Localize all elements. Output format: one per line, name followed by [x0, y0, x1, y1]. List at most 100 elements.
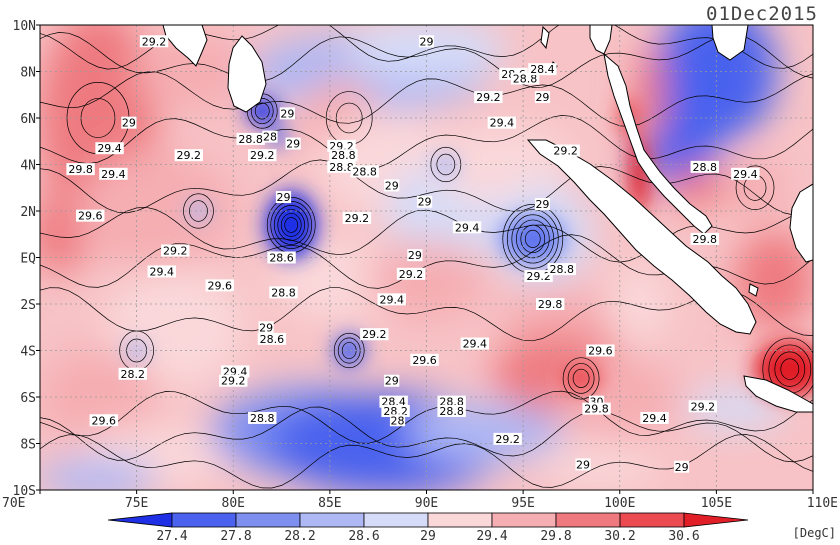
contour-label: 28.6: [267, 251, 296, 265]
colorbar-tick-label: 30.6: [668, 529, 699, 544]
contour-label-text: 29: [420, 35, 434, 48]
lat-label: 6N: [20, 112, 36, 127]
lat-label: 2N: [20, 205, 36, 220]
contour-label: 29.6: [586, 344, 615, 358]
contour-label: 28.8: [350, 165, 379, 178]
contour-label-text: 29.2: [221, 375, 246, 388]
contour-label-text: 29.2: [691, 400, 716, 413]
contour-label-text: 29: [408, 249, 422, 262]
lon-label: 75E: [125, 496, 148, 511]
contour-label-text: 28.8: [693, 161, 718, 174]
land-india-tip: [162, 25, 208, 67]
contour-label-text: 29.2: [177, 149, 202, 162]
contour-label-text: 29.4: [733, 168, 758, 181]
contour-label: 29.2: [342, 211, 372, 225]
contour-label: 29.4: [640, 411, 669, 425]
contour-label-text: 29: [276, 191, 290, 204]
contour-label-text: 29.8: [68, 163, 93, 176]
colorbar-tick-label: 29.4: [476, 529, 507, 544]
contour-label: 29.2: [474, 91, 503, 104]
colorbar-segment: [299, 512, 365, 528]
contour-label: 29: [418, 35, 435, 48]
lon-label: 95E: [511, 496, 534, 511]
colorbar-tick-labels: 27.4 27.8 28.2 28.6 29 29.4 29.8 30.2 30.6: [156, 529, 699, 544]
map-date: 01Dec2015: [706, 3, 818, 25]
contour-label-text: 29.4: [379, 293, 404, 306]
contour-label: 29: [121, 116, 137, 130]
contour-label: 28.4: [528, 63, 557, 76]
contour-label-text: 29.4: [642, 412, 667, 425]
contour-label: 29.2: [248, 149, 277, 162]
contour-label: 29: [384, 374, 400, 388]
contour-label: 29.8: [582, 402, 611, 416]
land-malay-peninsula: [603, 52, 713, 235]
contour-label-text: 28.8: [238, 133, 263, 146]
contour-label: 29: [534, 91, 551, 104]
contour-label: 29.4: [460, 337, 490, 351]
contour-label-text: 28: [391, 414, 405, 427]
colorbar-segment: [235, 512, 301, 528]
lat-label: 2S: [20, 298, 36, 313]
contour-label: 29.2: [493, 432, 522, 446]
colorbar-tick-label: 28.6: [348, 529, 379, 544]
contour-label: 29.2: [174, 149, 204, 162]
contour-label: 29.4: [99, 167, 128, 181]
lat-label: 8N: [20, 66, 36, 81]
contour-label-text: 29: [535, 91, 549, 104]
contour-label-text: 29: [259, 321, 273, 334]
colorbar-segment: [363, 512, 429, 528]
contour-label: 29: [285, 137, 301, 151]
latitude-labels: 10N 8N 6N 4N 2N EQ 2S 4S 6S 8S 10S: [13, 19, 40, 499]
contour-label: 29.4: [95, 142, 124, 155]
contour-label: 28: [389, 414, 406, 427]
contour-label-text: 28.8: [271, 286, 296, 299]
contour-label: 28.6: [257, 332, 287, 346]
lon-label: 70E: [2, 496, 25, 511]
lat-label: 6S: [20, 391, 36, 406]
contour-label-text: 29.6: [92, 414, 117, 427]
contour-label: 29.2: [219, 374, 248, 388]
colorbar-tick-label: 28.2: [284, 529, 315, 544]
contour-label-text: 29.4: [97, 142, 122, 155]
contour-label: 29.2: [139, 35, 169, 48]
contour-label: 28.8: [547, 263, 576, 276]
colorbar-segment: [683, 512, 749, 528]
contour-label-text: 28.8: [550, 263, 575, 276]
contour-label: 29: [575, 458, 591, 471]
contour-label: 29: [416, 195, 433, 209]
colorbar-tick-label: 27.4: [156, 529, 187, 544]
contour-label-text: 28.6: [260, 333, 285, 346]
colorbar-segment: [427, 512, 493, 528]
lat-label: 8S: [20, 438, 36, 453]
contour-label: 29: [275, 191, 292, 204]
contour-label: 29.2: [396, 267, 426, 281]
contour-label: 29.4: [731, 167, 760, 181]
contour-label-text: 29.4: [149, 265, 174, 278]
contour-label-text: 29: [675, 461, 689, 474]
contour-label: 29.6: [76, 209, 105, 223]
colorbar-segment: [107, 512, 173, 528]
land-masses: [162, 25, 813, 413]
land-sumatra: [526, 139, 757, 335]
colorbar-segment: [491, 512, 557, 528]
contour-label-text: 29: [286, 138, 300, 151]
contour-label-text: 29.6: [412, 354, 437, 367]
contour-label-text: 29: [385, 375, 399, 388]
contour-label-text: 28.8: [331, 149, 356, 162]
contour-label-text: 28.2: [121, 368, 146, 381]
contour-label-text: 29.6: [78, 210, 103, 223]
colorbar-units: [DegC]: [793, 526, 836, 540]
contour-label-text: 29.4: [455, 221, 480, 234]
lat-label: 10S: [13, 484, 36, 499]
contour-label: 28.2: [118, 367, 147, 381]
contour-label: 29.2: [360, 328, 389, 341]
lon-label: 90E: [415, 496, 438, 511]
contour-label-text: 29.2: [362, 328, 387, 341]
contour-label: 28.8: [236, 132, 265, 146]
contour-label-text: 29.2: [495, 433, 520, 446]
contour-label-text: 29.2: [142, 35, 167, 48]
colorbar-segment: [555, 512, 621, 528]
lon-label: 105E: [701, 496, 732, 511]
contour-label-text: 28.6: [269, 252, 294, 265]
